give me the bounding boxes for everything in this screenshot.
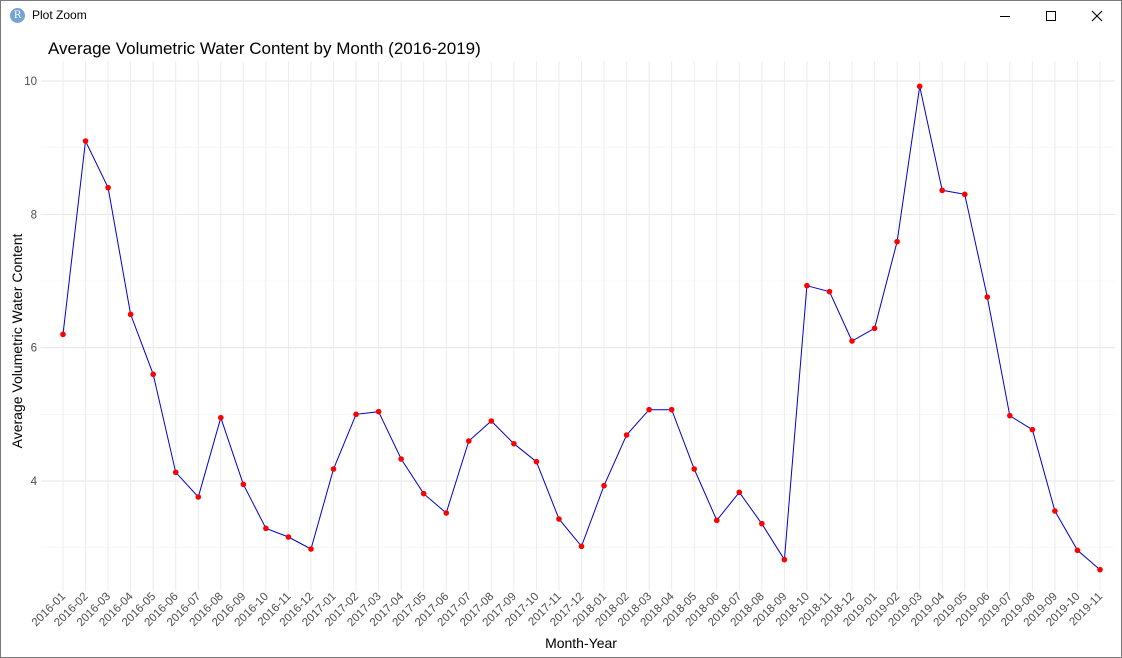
- data-point: [1029, 426, 1036, 433]
- data-point: [488, 418, 495, 424]
- line-chart: Average Volumetric Water Content by Mont…: [9, 39, 1115, 651]
- data-point: [195, 494, 202, 500]
- data-point: [218, 414, 224, 421]
- y-tick-label: 4: [31, 476, 38, 488]
- x-axis-ticks: 2016-012016-022016-032016-042016-052016-…: [30, 590, 1105, 629]
- data-point: [82, 138, 89, 144]
- close-icon: [1091, 10, 1103, 22]
- data-point: [1074, 547, 1081, 554]
- data-point: [849, 338, 855, 344]
- maximize-icon: [1046, 11, 1056, 21]
- data-point: [939, 187, 945, 194]
- data-point: [1097, 566, 1103, 573]
- data-point: [961, 191, 968, 198]
- data-point: [691, 466, 698, 472]
- chart-title: Average Volumetric Water Content by Mont…: [48, 39, 481, 58]
- data-point: [285, 534, 292, 540]
- data-point: [127, 311, 134, 318]
- data-point: [105, 184, 111, 191]
- data-point: [353, 411, 359, 418]
- data-point: [1052, 508, 1058, 514]
- data-point: [172, 469, 179, 476]
- close-button[interactable]: [1074, 1, 1120, 31]
- y-axis-ticks: 4 6 8 10: [24, 76, 37, 488]
- data-point: [465, 438, 472, 444]
- data-point: [1007, 412, 1013, 419]
- data-point: [240, 481, 247, 488]
- data-point: [916, 83, 923, 90]
- window-title: Plot Zoom: [32, 8, 87, 22]
- data-point: [713, 517, 720, 524]
- y-tick-label: 8: [31, 209, 37, 221]
- data-point: [781, 556, 788, 563]
- maximize-button[interactable]: [1028, 1, 1074, 31]
- data-point: [646, 406, 652, 413]
- grid-lines: [41, 61, 1115, 591]
- data-point: [533, 458, 540, 465]
- minimize-button[interactable]: [982, 1, 1028, 31]
- data-points: [60, 83, 1103, 573]
- data-point: [375, 408, 382, 415]
- data-point: [736, 489, 743, 496]
- data-point: [804, 282, 810, 289]
- data-point: [668, 406, 675, 413]
- data-point: [984, 294, 991, 300]
- data-point: [420, 490, 427, 497]
- y-tick-label: 10: [24, 76, 37, 88]
- y-axis-label: Average Volumetric Water Content: [9, 234, 25, 449]
- title-bar[interactable]: R Plot Zoom: [1, 1, 1121, 31]
- data-point: [826, 288, 833, 295]
- minimize-icon: [1000, 16, 1010, 17]
- data-point: [263, 525, 269, 532]
- data-point: [759, 520, 765, 527]
- data-point: [443, 510, 450, 516]
- x-axis-label: Month-Year: [545, 635, 617, 651]
- data-point: [578, 543, 585, 550]
- data-point: [330, 466, 337, 472]
- data-point: [556, 516, 562, 522]
- data-point: [894, 238, 900, 245]
- data-point: [398, 456, 404, 462]
- data-point: [601, 482, 607, 489]
- data-point: [871, 325, 878, 332]
- data-point: [150, 371, 156, 378]
- data-point: [623, 432, 630, 438]
- y-tick-label: 6: [31, 343, 37, 355]
- data-point: [60, 331, 66, 338]
- r-logo-icon: R: [10, 8, 25, 23]
- data-point: [511, 440, 517, 447]
- data-point: [308, 546, 314, 552]
